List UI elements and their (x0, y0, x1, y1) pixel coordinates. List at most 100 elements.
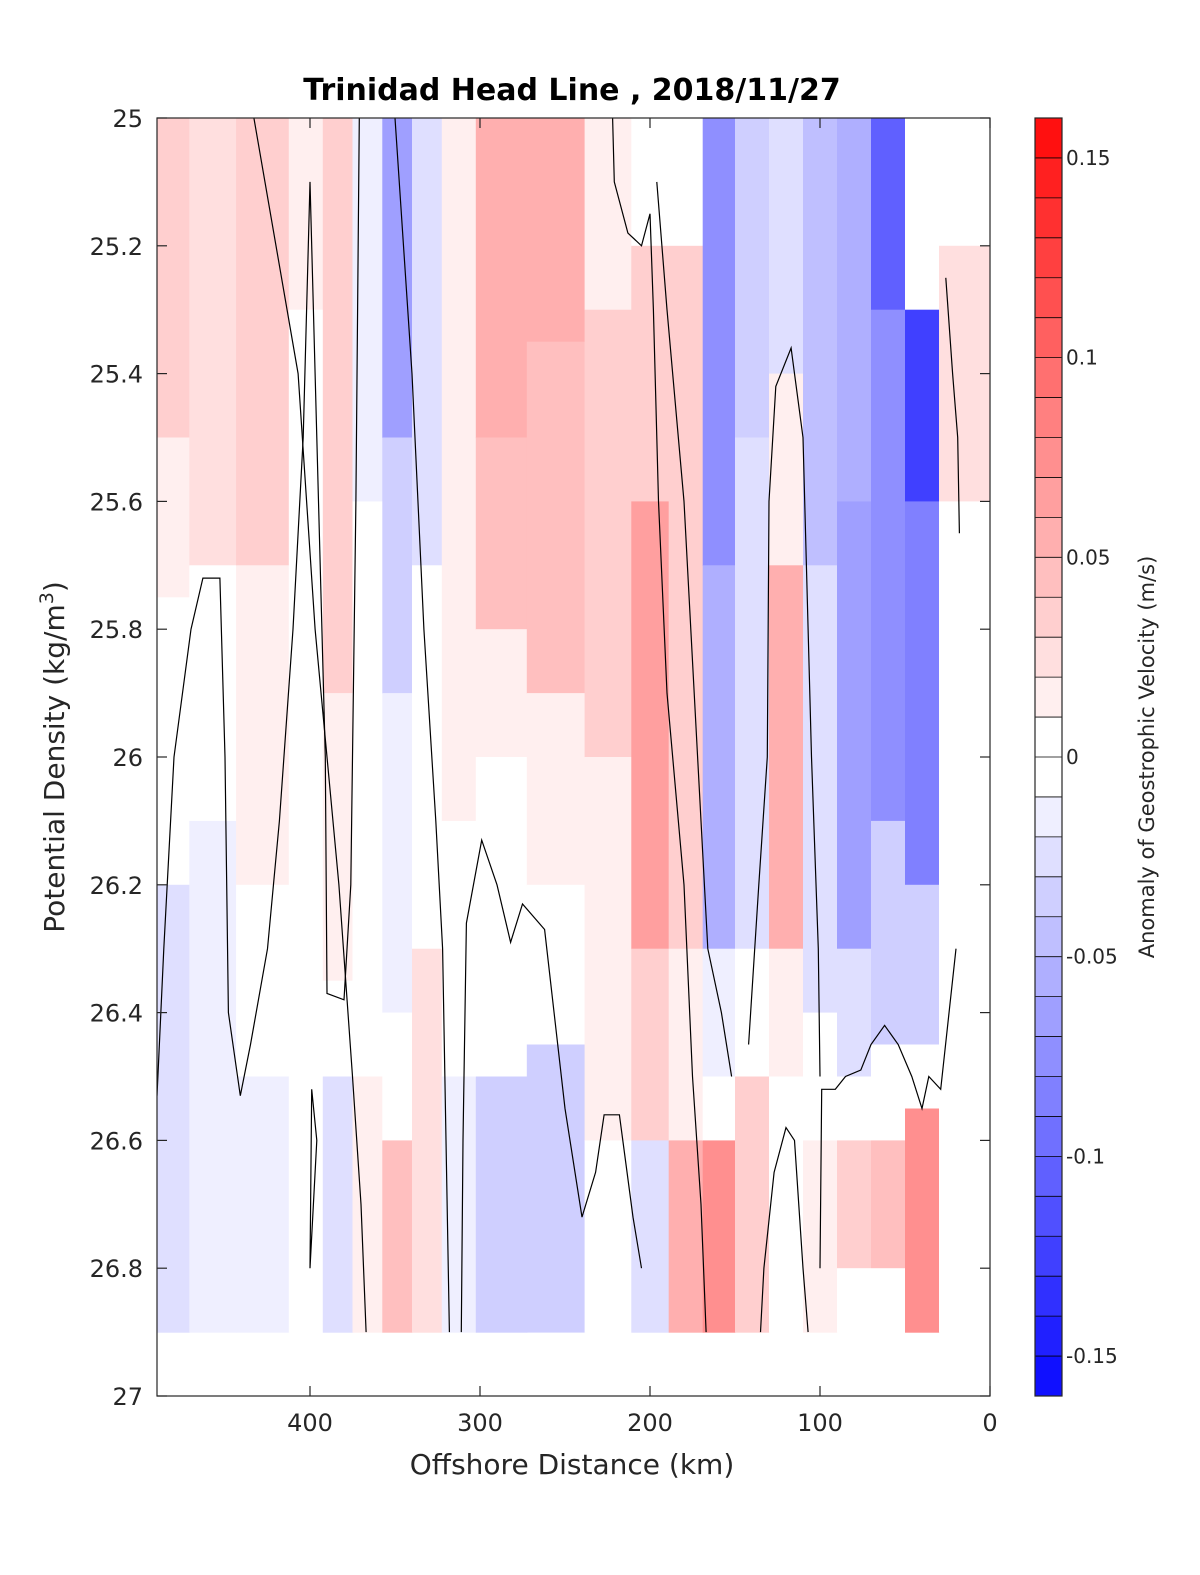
heatmap-cell (769, 118, 804, 375)
colorbar-band (1035, 757, 1062, 798)
heatmap-cell (769, 948, 804, 1078)
heatmap-cell (769, 1076, 804, 1333)
heatmap-cell (526, 693, 586, 886)
heatmap-cell (905, 501, 940, 886)
heatmap-cell (322, 980, 354, 1078)
heatmap-cell (905, 1044, 940, 1109)
heatmap-cell (475, 629, 528, 758)
heatmap-cell (441, 118, 477, 822)
heatmap-cell (412, 948, 443, 1333)
colorbar-band (1035, 677, 1062, 718)
zero-contour-line (748, 345, 821, 1077)
heatmap-cell (939, 884, 990, 1333)
heatmap-cell (189, 118, 237, 566)
colorbar-band (1035, 437, 1062, 478)
y-tick-label: 26.6 (90, 1127, 143, 1155)
heatmap-cell (475, 1076, 528, 1333)
y-axis-label-main: Potential Density (kg/m (38, 604, 71, 933)
heatmap-cell (236, 884, 290, 1078)
heatmap-cell (702, 565, 736, 950)
heatmap-cell (837, 1076, 872, 1141)
heatmap-cell (441, 820, 477, 1078)
x-axis: 400 300 200 100 0 (287, 118, 998, 1437)
zero-contour-line (157, 118, 360, 1096)
zero-contour-layer (157, 118, 960, 1333)
heatmap-cell (702, 1076, 736, 1141)
y-axis: 25 25.2 25.4 25.6 25.8 26 26.2 26.4 26.6 26.8 27 (90, 105, 990, 1411)
zero-contour-line (656, 181, 733, 1077)
y-tick-label: 26 (112, 744, 143, 772)
y-tick-label: 25.8 (90, 616, 143, 644)
heatmap-cell (236, 565, 290, 886)
y-axis-label: Potential Density (kg/m3) (36, 581, 71, 933)
heatmap-cell (382, 1012, 413, 1141)
heatmap-cell (236, 118, 290, 566)
x-tick-label: 0 (982, 1409, 997, 1437)
heatmap-cell (939, 118, 990, 247)
heatmap-cell (475, 118, 528, 439)
zero-contour-line (394, 118, 450, 1333)
colorbar-band (1035, 1236, 1062, 1277)
y-tick-label: 25 (112, 105, 143, 133)
heatmap-cell (382, 118, 413, 439)
heatmap-cell (837, 1268, 872, 1333)
heatmap-cell (189, 820, 237, 1333)
colorbar-band (1035, 1116, 1062, 1157)
heatmap-cell (905, 884, 940, 1046)
y-tick-label: 26.2 (90, 872, 143, 900)
chart-title: Trinidad Head Line , 2018/11/27 (303, 73, 840, 108)
y-axis-label-tail: ) (38, 581, 71, 592)
heatmap-cell (526, 118, 586, 343)
x-tick-label: 300 (457, 1409, 503, 1437)
x-tick-label: 400 (287, 1409, 333, 1437)
heatmap-cell (939, 501, 990, 886)
heatmap-cell (735, 948, 770, 1078)
heatmap-cell (702, 948, 736, 1078)
colorbar: 0.15 0.1 0.05 0 -0.05 -0.1 -0.15 (1034, 117, 1118, 1397)
x-axis-label: Offshore Distance (km) (410, 1448, 735, 1481)
heatmap-cell (157, 884, 190, 1333)
heatmap-cell (905, 309, 940, 502)
colorbar-label: Anomaly of Geostrophic Velocity (m/s) (1135, 556, 1159, 959)
heatmap-cell (631, 245, 670, 503)
y-tick-label: 26.8 (90, 1255, 143, 1283)
heatmap-cell (475, 757, 528, 1078)
heatmap-cell (668, 948, 704, 1141)
heatmap-cell (157, 118, 190, 439)
zero-contour-line (460, 837, 643, 1333)
heatmap-cell (526, 341, 586, 694)
heatmap-cell (631, 1140, 670, 1333)
colorbar-band (1035, 916, 1062, 958)
heatmap-layer (157, 118, 990, 1333)
zero-contour-line (819, 948, 957, 1269)
heatmap-cell (526, 884, 586, 1046)
colorbar-band (1035, 717, 1062, 758)
colorbar-band (1035, 597, 1062, 638)
heatmap-cell (631, 501, 670, 950)
heatmap-cell (769, 565, 804, 950)
colorbar-band (1035, 1156, 1062, 1197)
colorbar-band (1035, 1356, 1062, 1397)
heatmap-cell (702, 1140, 736, 1333)
colorbar-band (1035, 317, 1062, 358)
heatmap-cell (584, 757, 632, 1141)
colorbar-band (1035, 996, 1062, 1037)
heatmap-cell (412, 118, 443, 566)
heatmap-cell (871, 309, 906, 822)
heatmap-cell (475, 437, 528, 630)
colorbar-band (1035, 836, 1062, 878)
x-tick-label: 100 (797, 1409, 843, 1437)
heatmap-cell (584, 118, 632, 311)
zero-contour-line (309, 1089, 318, 1269)
colorbar-band (1035, 557, 1062, 598)
x-tick-label: 200 (627, 1409, 673, 1437)
colorbar-band (1035, 796, 1062, 838)
heatmap-cell (288, 118, 324, 311)
colorbar-tick-label: 0.05 (1066, 545, 1111, 569)
heatmap-cell (412, 565, 443, 950)
heatmap-cell (735, 118, 770, 439)
heatmap-cell (157, 597, 190, 886)
heatmap-cell (526, 1044, 586, 1333)
colorbar-tick-label: -0.15 (1066, 1344, 1118, 1368)
